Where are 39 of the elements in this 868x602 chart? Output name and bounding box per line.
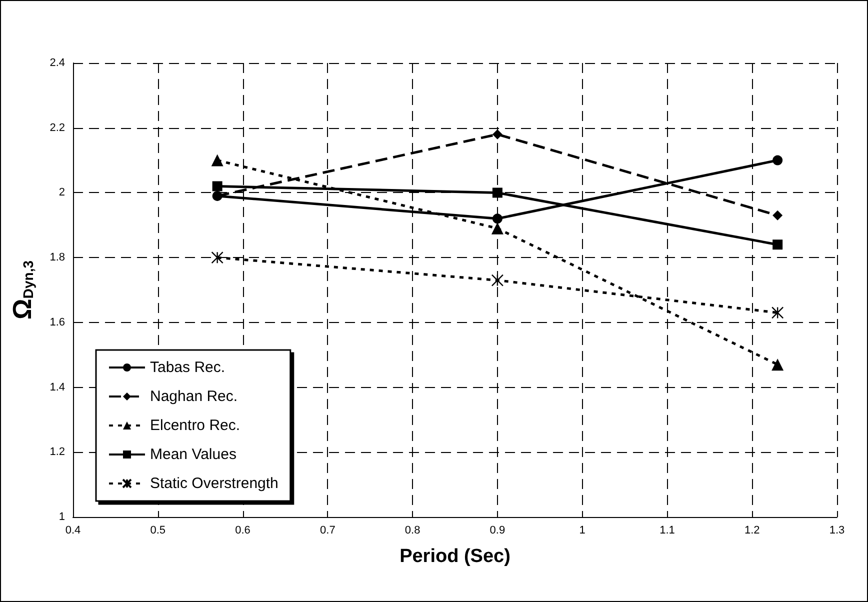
point <box>772 358 784 371</box>
point <box>211 154 224 166</box>
point <box>211 251 224 264</box>
x-tick-label: 1 <box>579 524 586 536</box>
x-tick-label: 0.9 <box>490 524 506 536</box>
point <box>492 214 502 224</box>
legend-label: Tabas Rec. <box>150 359 226 376</box>
x-tick-label: 0.7 <box>320 524 336 536</box>
legend-label: Elcentro Rec. <box>150 417 240 434</box>
y-tick-label: 2.2 <box>50 122 65 134</box>
point <box>771 306 784 319</box>
point <box>491 222 504 234</box>
point <box>492 129 502 140</box>
point <box>492 188 502 198</box>
y-tick-label: 1.8 <box>50 252 65 264</box>
legend-label: Naghan Rec. <box>150 388 238 405</box>
legend-label: Mean Values <box>150 446 236 463</box>
point <box>491 274 504 286</box>
x-tick-label: 1.3 <box>829 524 845 536</box>
legend-label: Static Overstrength <box>150 475 278 492</box>
point <box>772 155 783 166</box>
y-tick-label: 1.2 <box>50 446 65 458</box>
y-tick-label: 2.4 <box>50 57 65 69</box>
y-tick-label: 1.6 <box>50 316 65 328</box>
point <box>212 190 222 201</box>
x-tick-label: 1.1 <box>660 524 675 536</box>
point <box>772 210 783 220</box>
point <box>212 181 222 192</box>
x-tick-label: 1.2 <box>744 524 760 536</box>
x-tick-label: 0.4 <box>65 524 81 536</box>
y-axis-title: ΩDyn,3 <box>7 260 37 320</box>
x-tick-label: 0.6 <box>235 524 250 536</box>
y-tick-label: 1.4 <box>50 381 65 394</box>
x-tick-label: 0.8 <box>404 524 420 536</box>
y-tick-label: 2 <box>58 186 65 199</box>
y-tick-label: 1 <box>58 511 65 523</box>
x-axis-title: Period (Sec) <box>400 546 510 567</box>
point <box>772 240 783 250</box>
x-tick-label: 0.5 <box>150 524 166 536</box>
